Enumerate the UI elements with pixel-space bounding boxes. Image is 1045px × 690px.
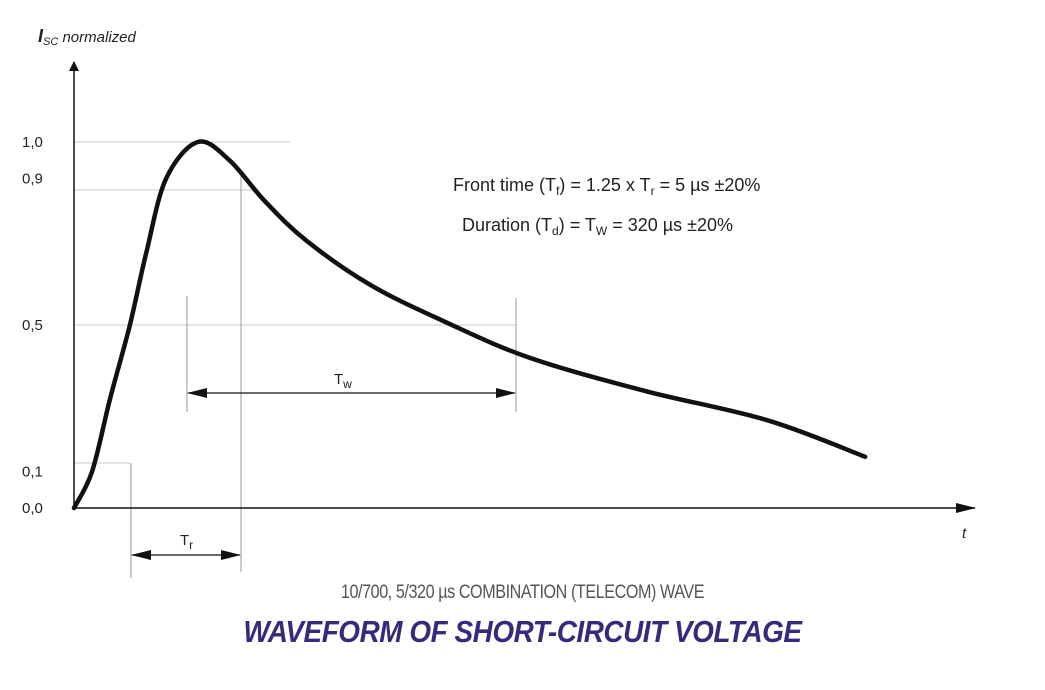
y-tick-labels: 1,0 0,9 0,5 0,1 0,0 bbox=[22, 134, 43, 517]
chart-subtitle: 10/700, 5/320 µs COMBINATION (TELECOM) W… bbox=[340, 582, 705, 603]
y-tick-label: 0,5 bbox=[22, 317, 43, 334]
reference-lines bbox=[74, 141, 515, 464]
marker-lines bbox=[130, 172, 517, 578]
front-time-formula: Front time (Tf) = 1.25 x Tr = 5 µs ±20% bbox=[453, 175, 760, 198]
tr-label: Tr bbox=[180, 532, 193, 552]
duration-formula: Duration (Td) = TW = 320 µs ±20% bbox=[462, 215, 733, 238]
x-axis-label: t bbox=[962, 525, 967, 542]
y-tick-label: 0,1 bbox=[22, 463, 43, 480]
waveform-curve bbox=[71, 139, 868, 511]
y-tick-label: 1,0 bbox=[22, 134, 43, 151]
y-axis-label: ISC normalized bbox=[38, 26, 136, 48]
y-tick-label: 0,0 bbox=[22, 500, 43, 517]
y-tick-label: 0,9 bbox=[22, 171, 43, 188]
chart-title: WAVEFORM OF SHORT-CIRCUIT VOLTAGE bbox=[243, 614, 802, 649]
tw-label: Tw bbox=[334, 371, 352, 391]
